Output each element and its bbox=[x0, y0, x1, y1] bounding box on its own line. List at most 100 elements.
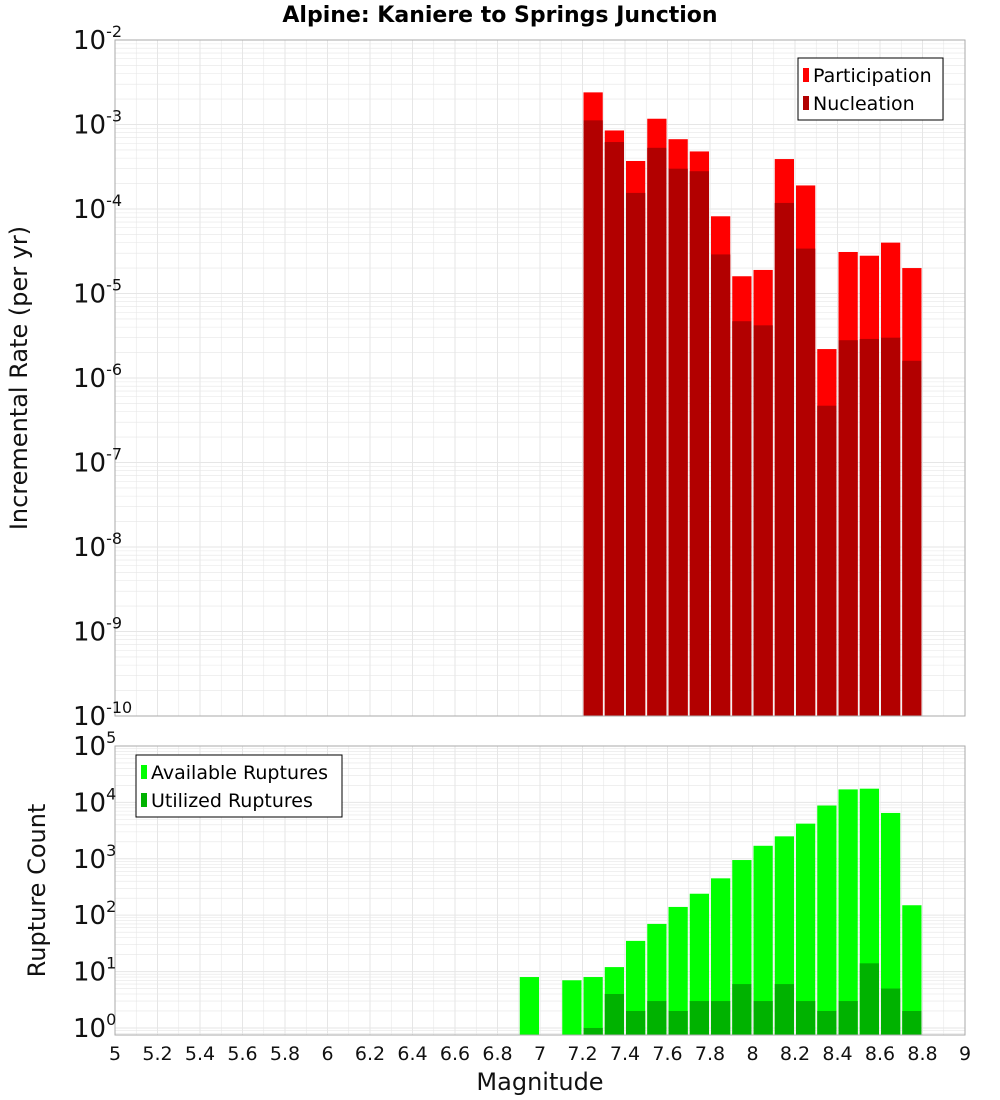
x-tick-label: 5.4 bbox=[185, 1043, 215, 1065]
rate-bar-nucleation bbox=[689, 171, 709, 716]
count-bar-utilized-ruptures bbox=[902, 1010, 922, 1035]
x-tick-label: 7.6 bbox=[652, 1043, 682, 1065]
rate-bars bbox=[583, 92, 922, 717]
x-tick-label: 5.6 bbox=[227, 1043, 257, 1065]
rate-bar-nucleation bbox=[902, 360, 922, 716]
rate-bar-nucleation bbox=[732, 321, 752, 716]
count-panel: 100 101 102 103 104 105 Rupture Count Availab… bbox=[23, 728, 966, 1044]
count-bar-available-ruptures bbox=[796, 823, 816, 1035]
rate-legend: Participation Nucleation bbox=[797, 57, 944, 121]
count-bar-available-ruptures bbox=[519, 977, 539, 1035]
y-tick-label: 10-9 bbox=[73, 614, 122, 648]
count-bar-utilized-ruptures bbox=[604, 994, 624, 1035]
count-bar-utilized-ruptures bbox=[859, 963, 879, 1035]
x-tick-label: 7.4 bbox=[610, 1043, 640, 1065]
x-tick-label: 7.2 bbox=[567, 1043, 597, 1065]
count-plot-frame bbox=[114, 745, 966, 1036]
x-tick-label: 7 bbox=[534, 1043, 546, 1065]
x-tick-label: 8.8 bbox=[907, 1043, 937, 1065]
y-tick-label: 102 bbox=[73, 897, 116, 931]
y-tick-label: 10-4 bbox=[73, 191, 122, 225]
rate-legend-label: Participation bbox=[813, 65, 932, 87]
y-tick-label: 10-8 bbox=[73, 529, 122, 563]
rate-bar-nucleation bbox=[711, 254, 731, 716]
y-tick-label: 105 bbox=[73, 728, 116, 762]
count-legend-label: Available Ruptures bbox=[151, 762, 328, 784]
count-bar-utilized-ruptures bbox=[711, 1001, 731, 1035]
rate-bar-nucleation bbox=[859, 338, 879, 716]
y-tick-label: 10-5 bbox=[73, 276, 122, 310]
x-tick-label: 5.2 bbox=[142, 1043, 172, 1065]
count-legend-swatch bbox=[141, 765, 147, 779]
count-bar-available-ruptures bbox=[902, 905, 922, 1035]
count-bar-available-ruptures bbox=[668, 906, 688, 1035]
rate-bar-nucleation bbox=[774, 202, 794, 716]
rate-bar-nucleation bbox=[838, 340, 858, 716]
chart-title: Alpine: Kaniere to Springs Junction bbox=[282, 3, 717, 28]
count-bar-available-ruptures bbox=[689, 893, 709, 1035]
count-bar-utilized-ruptures bbox=[626, 1010, 646, 1035]
rate-panel: 10-2 10-3 10-4 10-5 10-6 10-7 10-8 10-9 10-10 In… bbox=[5, 22, 966, 732]
count-y-tick-labels: 100 101 102 103 104 105 bbox=[73, 728, 116, 1044]
count-legend-label: Utilized Ruptures bbox=[151, 790, 313, 812]
x-tick-label: 6 bbox=[321, 1043, 333, 1065]
y-tick-label: 10-6 bbox=[73, 360, 122, 394]
x-tick-label: 6.8 bbox=[482, 1043, 512, 1065]
rate-bar-nucleation bbox=[626, 192, 646, 716]
y-tick-label: 10-3 bbox=[73, 107, 122, 141]
rate-bar-nucleation bbox=[668, 168, 688, 717]
y-tick-label: 10-7 bbox=[73, 445, 122, 479]
rate-plot-frame bbox=[114, 39, 966, 717]
y-tick-label: 104 bbox=[73, 784, 116, 818]
y-tick-label: 101 bbox=[73, 954, 116, 988]
rate-legend-swatch bbox=[803, 68, 809, 82]
x-tick-label: 9 bbox=[959, 1043, 971, 1065]
x-tick-label: 8.4 bbox=[822, 1043, 852, 1065]
rate-legend-label: Nucleation bbox=[813, 93, 915, 115]
count-bar-utilized-ruptures bbox=[583, 1027, 603, 1035]
rate-grid bbox=[114, 40, 966, 717]
x-tick-labels: 5 5.2 5.4 5.6 5.8 6 6.2 6.4 6.6 6.8 7 7.2 7.4 7.6 7.8 8… bbox=[109, 1043, 971, 1065]
count-legend-box bbox=[135, 754, 343, 818]
x-tick-label: 5 bbox=[109, 1043, 121, 1065]
x-tick-label: 8.6 bbox=[865, 1043, 895, 1065]
count-bar-available-ruptures bbox=[562, 980, 582, 1035]
count-bar-utilized-ruptures bbox=[817, 1010, 837, 1035]
rate-legend-swatch bbox=[803, 96, 809, 110]
count-bar-utilized-ruptures bbox=[774, 984, 794, 1035]
x-tick-label: 8.2 bbox=[780, 1043, 810, 1065]
x-tick-label: 8 bbox=[746, 1043, 758, 1065]
rate-y-tick-labels: 10-2 10-3 10-4 10-5 10-6 10-7 10-8 10-9 10-10 bbox=[73, 22, 132, 732]
rate-bar-nucleation bbox=[583, 120, 603, 717]
y-tick-label: 100 bbox=[73, 1010, 116, 1044]
count-bars bbox=[519, 788, 922, 1035]
count-legend-swatch bbox=[141, 793, 147, 807]
x-tick-label: 7.8 bbox=[695, 1043, 725, 1065]
count-bar-utilized-ruptures bbox=[647, 1001, 667, 1035]
count-bar-utilized-ruptures bbox=[796, 1001, 816, 1035]
count-legend: Available Ruptures Utilized Ruptures bbox=[135, 754, 343, 818]
count-bar-utilized-ruptures bbox=[881, 988, 901, 1035]
x-tick-label: 6.2 bbox=[355, 1043, 385, 1065]
count-bar-available-ruptures bbox=[838, 789, 858, 1035]
rate-legend-box bbox=[797, 57, 944, 121]
y-tick-label: 10-2 bbox=[73, 22, 122, 56]
count-bar-available-ruptures bbox=[881, 812, 901, 1035]
count-bar-utilized-ruptures bbox=[753, 1001, 773, 1035]
x-tick-label: 6.6 bbox=[440, 1043, 470, 1065]
rate-bar-nucleation bbox=[753, 325, 773, 716]
y-tick-label: 103 bbox=[73, 841, 116, 875]
rate-bar-nucleation bbox=[817, 405, 837, 716]
x-tick-label: 6.4 bbox=[397, 1043, 427, 1065]
count-bar-available-ruptures bbox=[711, 878, 731, 1035]
count-bar-available-ruptures bbox=[817, 805, 837, 1035]
count-bar-utilized-ruptures bbox=[668, 1010, 688, 1035]
rate-bar-nucleation bbox=[796, 248, 816, 716]
x-tick-label: 5.8 bbox=[270, 1043, 300, 1065]
count-bar-available-ruptures bbox=[583, 977, 603, 1035]
rate-bar-nucleation bbox=[647, 147, 667, 716]
y-tick-label: 10-10 bbox=[73, 698, 132, 732]
count-y-axis-label: Rupture Count bbox=[23, 804, 51, 978]
count-bar-utilized-ruptures bbox=[838, 1001, 858, 1035]
